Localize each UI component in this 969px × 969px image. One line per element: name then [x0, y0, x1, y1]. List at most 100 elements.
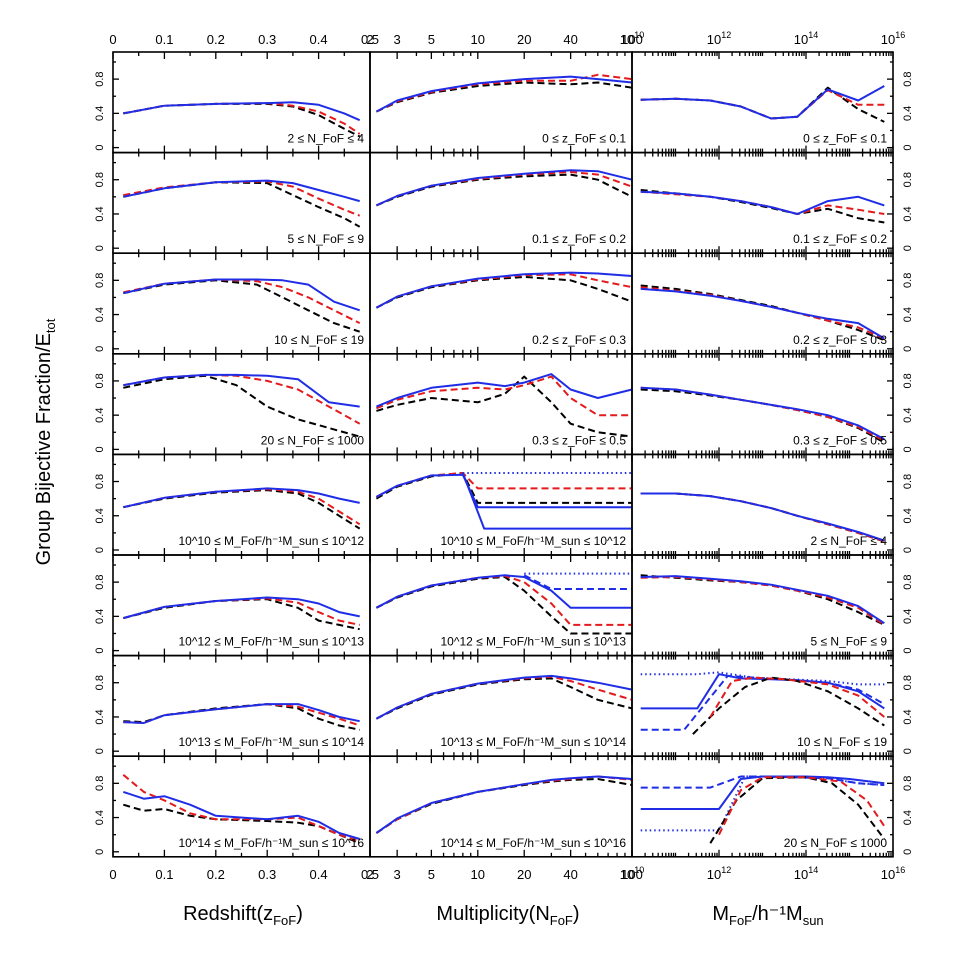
series-blue-solid: [123, 373, 360, 408]
panel-r2-c1: 5 ≤ N_FoF ≤ 9: [112, 151, 371, 255]
series-red-dashed: [640, 286, 885, 340]
panel-r4-c2: 0.3 ≤ z_FoF ≤ 0.5: [369, 352, 633, 456]
bottom-tick-label: 10: [471, 867, 485, 882]
y-tick-label-right: 0.4: [902, 810, 914, 825]
y-tick-label-right: 0.4: [902, 709, 914, 724]
series-blue-solid: [640, 190, 885, 215]
series-black-dashed: [375, 275, 633, 309]
panel-r5-c3: 2 ≤ N_FoF ≤ 4: [631, 453, 894, 556]
y-tick-label-right: 0: [902, 648, 914, 654]
series-blue-solid: [122, 790, 360, 840]
y-tick-label-left: 0.4: [94, 508, 106, 523]
top-tick-label: 1010: [620, 30, 644, 47]
top-tick-label: 2: [366, 32, 373, 47]
panel-label: 20 ≤ N_FoF ≤ 1000: [784, 836, 888, 850]
panel-label: 10^12 ≤ M_FoF/h⁻¹M_sun ≤ 10^13: [440, 635, 626, 649]
bottom-tick-label: 0.5: [361, 867, 379, 882]
y-tick-label-left: 0: [94, 446, 106, 452]
panel-label: 10 ≤ N_FoF ≤ 19: [274, 333, 364, 347]
panel-r6-c3: 5 ≤ N_FoF ≤ 9: [631, 554, 894, 657]
top-tick-label: 0.5: [361, 32, 379, 47]
top-tick-label: 10: [471, 32, 485, 47]
series-blue-solid: [123, 278, 361, 312]
bottom-tick-label: 0.4: [310, 867, 328, 882]
panel-label: 10^10 ≤ M_FoF/h⁻¹M_sun ≤ 10^12: [440, 534, 626, 548]
bottom-tick-label: 1010: [620, 865, 644, 882]
series-red-dashed: [122, 774, 361, 843]
panel-r1-c1: 2 ≤ N_FoF ≤ 4: [112, 51, 371, 154]
series-red-dashed: [709, 676, 885, 718]
panel-r8-c1: 10^14 ≤ M_FoF/h⁻¹M_sun ≤ 10^16: [112, 755, 371, 858]
y-axis-label-sub: tot: [43, 318, 58, 333]
y-tick-label-right: 0: [902, 446, 914, 452]
y-tick-label-right: 0.4: [902, 508, 914, 523]
bottom-tick-label: 1012: [707, 865, 731, 882]
top-tick-label: 40: [563, 32, 577, 47]
y-tick-label-right: 0.4: [902, 307, 914, 322]
series-blue-solid: [640, 386, 885, 440]
top-tick-label: 0: [109, 32, 116, 47]
y-tick-label-left: 0.8: [94, 71, 106, 86]
y-tick-label-right: 0.8: [902, 373, 914, 388]
panel-r5-c1: 10^10 ≤ M_FoF/h⁻¹M_sun ≤ 10^12: [112, 453, 371, 556]
panel-r7-c2: 10^13 ≤ M_FoF/h⁻¹M_sun ≤ 10^14: [369, 654, 633, 757]
top-tick-label: 0.2: [207, 32, 225, 47]
y-tick-label-right: 0: [902, 245, 914, 251]
y-tick-label-right: 0.8: [902, 776, 914, 791]
top-tick-label: 20: [517, 32, 531, 47]
y-tick-label-left: 0.4: [94, 609, 106, 624]
y-tick-label-right: 0.8: [902, 273, 914, 288]
top-tick-label: 0.1: [155, 32, 173, 47]
x-label-mass: MFoF/h⁻¹Msun: [712, 903, 823, 928]
series-blue-solid: [123, 596, 360, 620]
series-blue-solid: [123, 101, 361, 122]
y-tick-label-left: 0: [94, 849, 106, 855]
panel-label: 5 ≤ N_FoF ≤ 9: [810, 635, 887, 649]
panel-r6-c1: 10^12 ≤ M_FoF/h⁻¹M_sun ≤ 10^13: [112, 554, 371, 657]
series-blue-solid: [376, 373, 633, 408]
y-tick-label-right: 0.4: [902, 408, 914, 423]
y-tick-label-left: 0.8: [94, 172, 106, 187]
top-tick-label: 1012: [707, 30, 731, 47]
series-red-dashed: [375, 472, 632, 498]
series-blue-solid: [640, 575, 885, 625]
series-red-dashed: [375, 273, 633, 309]
panel-r3-c2: 0.2 ≤ z_FoF ≤ 0.3: [369, 252, 633, 355]
y-tick-label-left: 0.8: [94, 474, 106, 489]
y-tick-label-left: 0: [94, 748, 106, 754]
series-black-dashed: [709, 776, 886, 844]
panel-grid: 2 ≤ N_FoF ≤ 4 0 ≤ z_FoF ≤ 0.1 0 ≤ z_FoF ≤ …: [94, 51, 914, 858]
panel-r3-c1: 10 ≤ N_FoF ≤ 19: [112, 252, 371, 355]
panel-label: 10^12 ≤ M_FoF/h⁻¹M_sun ≤ 10^13: [178, 635, 364, 649]
bottom-tick-label: 0.2: [207, 867, 225, 882]
panel-label: 0.2 ≤ z_FoF ≤ 0.3: [532, 333, 626, 347]
series-blue-dashed: [640, 775, 885, 789]
y-tick-label-right: 0.8: [902, 574, 914, 589]
top-tick-label: 1014: [794, 30, 818, 47]
y-tick-label-right: 0: [902, 547, 914, 553]
y-tick-label-right: 0.8: [902, 474, 914, 489]
bottom-tick-label: 3: [394, 867, 401, 882]
y-tick-label-right: 0.4: [902, 609, 914, 624]
series-red-dashed: [375, 575, 632, 626]
bottom-tick-label: 2: [366, 867, 373, 882]
y-tick-label-right: 0.8: [902, 71, 914, 86]
y-tick-label-left: 0.8: [94, 373, 106, 388]
panel-label: 10^14 ≤ M_FoF/h⁻¹M_sun ≤ 10^16: [178, 836, 364, 850]
series-blue-solid: [640, 287, 885, 340]
y-tick-label-left: 0.4: [94, 106, 106, 121]
series-red-dashed: [375, 73, 633, 113]
series-blue-solid: [375, 674, 633, 720]
series-blue-dashed: [523, 574, 632, 590]
bottom-tick-label: 40: [563, 867, 577, 882]
panel-label: 0.1 ≤ z_FoF ≤ 0.2: [532, 232, 626, 246]
series-blue-solid: [640, 85, 885, 120]
y-tick-label-left: 0: [94, 245, 106, 251]
series-black-dashed: [375, 576, 632, 635]
panel-r1-c2: 0 ≤ z_FoF ≤ 0.1: [369, 51, 633, 154]
panel-label: 10^13 ≤ M_FoF/h⁻¹M_sun ≤ 10^14: [178, 735, 364, 749]
top-tick-label: 1016: [881, 30, 905, 47]
bottom-tick-label: 0.1: [155, 867, 173, 882]
series-black-dashed: [123, 598, 360, 631]
bottom-tick-label: 0.3: [258, 867, 276, 882]
